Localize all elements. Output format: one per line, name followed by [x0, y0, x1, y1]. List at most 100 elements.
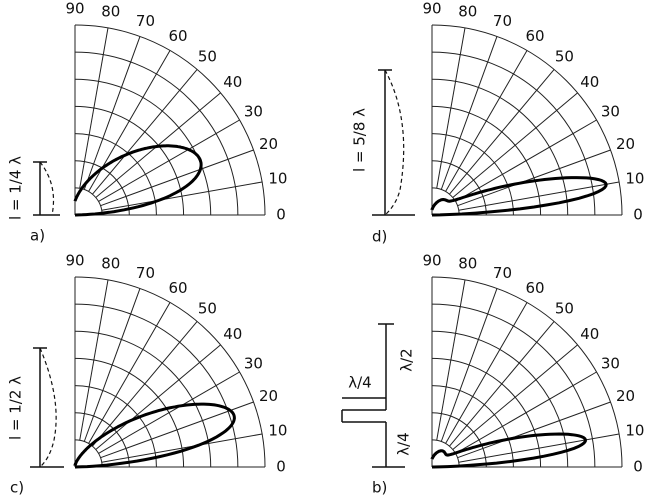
grid-arc [74, 160, 130, 216]
feed-label: λ/4 [395, 432, 413, 455]
angle-label: 90 [65, 252, 84, 270]
angle-label: 30 [244, 103, 263, 121]
angle-label: 80 [101, 3, 120, 21]
panel-label: c) [10, 479, 24, 497]
grid-spoke [445, 50, 528, 192]
feed-label: λ/2 [398, 348, 416, 371]
grid-spoke [436, 279, 466, 441]
angle-label: 20 [616, 135, 635, 153]
angle-label: 90 [422, 0, 441, 18]
grid-spoke [457, 149, 611, 207]
angle-label: 80 [458, 3, 477, 21]
angle-label: 10 [268, 422, 287, 440]
angle-label: 60 [525, 279, 544, 297]
angle-label: 40 [223, 73, 242, 91]
angle-label: 40 [580, 73, 599, 91]
grid-arc [74, 78, 212, 216]
radiation-lobe [430, 176, 608, 217]
length-label: l = 1/2 λ [7, 376, 25, 440]
angle-label: 20 [259, 387, 278, 405]
grid-arc [431, 357, 542, 468]
antenna-a [33, 161, 60, 216]
grid-arc [431, 385, 514, 468]
grid-arc [431, 78, 569, 216]
angle-label: 60 [168, 279, 187, 297]
radiation-lobe [73, 144, 203, 217]
grid-arc [74, 303, 239, 468]
grid-spoke [98, 119, 240, 202]
grid-spoke [83, 36, 141, 190]
grid-spoke [100, 401, 254, 459]
grid-spoke [440, 36, 498, 190]
grid-arc [74, 439, 103, 468]
radiation-lobe [73, 402, 236, 469]
radiation-lobe [430, 432, 588, 469]
grid-spoke [79, 279, 109, 441]
angle-label: 0 [633, 458, 643, 476]
angle-label: 70 [136, 264, 155, 282]
angle-label: 90 [65, 0, 84, 18]
grid-arc [74, 24, 266, 216]
grid-arc [74, 385, 157, 468]
angle-label: 70 [493, 12, 512, 30]
length-label: l = 1/4 λ [7, 156, 25, 220]
feed-label: λ/4 [348, 374, 371, 392]
grid-spoke [92, 321, 198, 447]
grid-spoke [436, 27, 466, 189]
grid-arc [431, 160, 487, 216]
angle-label: 60 [168, 27, 187, 45]
grid-spoke [88, 302, 171, 444]
grid-arc [74, 276, 266, 468]
antenna-b [341, 323, 405, 468]
grid-arc [431, 330, 569, 468]
angle-label: 80 [101, 255, 120, 273]
grid-spoke [452, 92, 578, 198]
grid-arc [431, 412, 487, 468]
grid-arc [431, 276, 623, 468]
angle-label: 20 [616, 387, 635, 405]
grid-spoke [457, 401, 611, 459]
length-label: l = 5/8 λ [351, 108, 369, 172]
angle-label: 30 [601, 103, 620, 121]
angle-label: 90 [422, 252, 441, 270]
grid-arc [431, 439, 460, 468]
angle-label: 50 [555, 300, 574, 318]
angle-label: 50 [555, 48, 574, 66]
grid-spoke [101, 181, 263, 211]
grid-arc [74, 187, 103, 216]
grid-spoke [92, 69, 198, 195]
grid-arc [74, 51, 239, 216]
grid-spoke [455, 119, 597, 202]
grid-arc [74, 105, 185, 216]
angle-label: 0 [276, 458, 286, 476]
grid-spoke [452, 344, 578, 450]
grid-spoke [449, 69, 555, 195]
grid-spoke [449, 321, 555, 447]
angle-label: 0 [633, 206, 643, 224]
angle-label: 60 [525, 27, 544, 45]
angle-label: 70 [136, 12, 155, 30]
grid-spoke [100, 149, 254, 207]
grid-spoke [95, 344, 221, 450]
panel-label: b) [372, 479, 387, 497]
grid-spoke [83, 288, 141, 442]
grid-arc [74, 330, 212, 468]
grid-arc [74, 133, 157, 216]
grid-arc [431, 187, 460, 216]
angle-label: 20 [259, 135, 278, 153]
angle-label: 40 [580, 325, 599, 343]
grid-arc [431, 303, 596, 468]
angle-label: 70 [493, 264, 512, 282]
angle-label: 80 [458, 255, 477, 273]
grid-arc [431, 105, 542, 216]
angle-label: 50 [198, 300, 217, 318]
angle-label: 10 [268, 170, 287, 188]
grid-spoke [458, 433, 620, 463]
grid-arc [431, 24, 623, 216]
grid-spoke [440, 288, 498, 442]
angle-label: 30 [601, 355, 620, 373]
grid-spoke [445, 302, 528, 444]
grid-arc [431, 133, 514, 216]
angle-label: 10 [625, 170, 644, 188]
